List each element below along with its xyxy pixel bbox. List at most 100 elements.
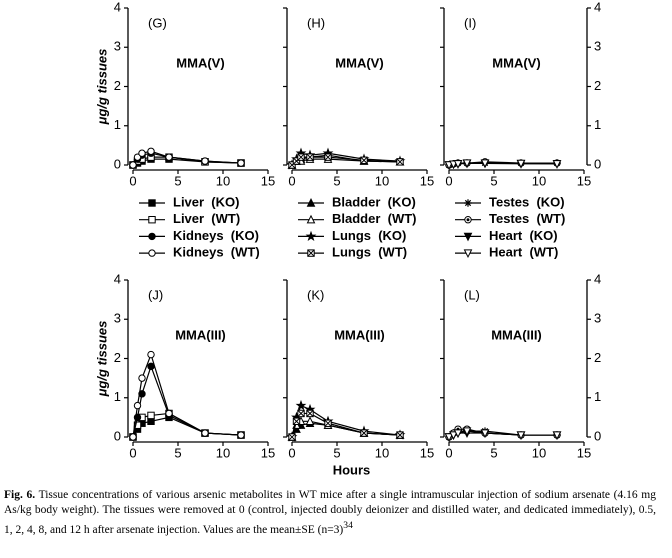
legend-entry: Kidneys (KO) [139,228,259,243]
x-tick-label: 15 [261,445,275,460]
marker [133,153,142,161]
marker-part [307,249,315,257]
marker [306,198,316,207]
y-tick-label: 2 [114,350,121,365]
marker [306,214,316,224]
marker-part [201,429,209,437]
legend-entry: Kidneys (WT) [139,245,260,260]
x-tick-label: 15 [577,445,591,460]
marker [147,147,155,155]
x-tick-label: 10 [532,173,546,188]
y-tick-label: 4 [594,0,601,14]
marker-part [147,411,155,420]
y-tick-label: 1 [114,389,121,404]
y-tick-label: 3 [114,39,121,54]
marker-part [129,161,137,169]
annotation: MMA(III) [334,327,385,342]
y-tick-label: 2 [594,78,601,93]
legend-entry: Bladder (WT) [298,211,417,226]
marker-part [516,431,526,440]
marker [453,429,463,439]
legend-label: Bladder (WT) [332,211,417,226]
marker [148,232,156,241]
x-tick-label: 15 [420,173,434,188]
marker [463,232,473,242]
marker [297,409,305,418]
marker-part [148,199,156,207]
annotation: MMA(V) [176,55,224,70]
marker-part [306,409,314,418]
legend-label: Heart (KO) [489,228,558,243]
marker-part [396,431,404,439]
marker-part [133,401,142,410]
legend-label: Kidneys (KO) [173,228,259,243]
marker [453,160,463,169]
legend-label: Testes (WT) [489,211,565,226]
marker [464,216,472,224]
marker [237,431,245,439]
marker-part [453,429,463,439]
marker [516,159,526,169]
annotation: MMA(III) [175,327,226,342]
marker-part [516,159,526,169]
legend-label: Liver (WT) [173,211,240,226]
y-tick-label: 4 [114,0,121,14]
marker-part [148,216,156,224]
marker [552,431,562,440]
marker-part [148,232,156,241]
y-tick-label: 3 [114,311,121,326]
marker-part [147,350,155,359]
legend-entry: Bladder (KO) [298,194,416,209]
marker [306,153,314,161]
legend-label: Kidneys (WT) [173,245,260,260]
marker [464,199,472,207]
marker-part [292,417,301,425]
y-tick-label: 0 [114,156,121,171]
marker-part [306,198,316,207]
marker [237,159,245,167]
legend-label: Lungs (KO) [332,228,406,243]
y-axis-label: μg/g tissues [94,49,109,126]
marker [138,390,146,398]
marker-part [552,431,562,440]
legend-label: Liver (KO) [173,194,239,209]
annotation: MMA(V) [492,55,540,70]
marker [297,153,305,161]
marker [129,161,137,169]
x-tick-label: 10 [532,445,546,460]
marker-part [466,218,470,222]
legend-entry: Testes (KO) [455,194,565,209]
x-tick-label: 10 [216,445,230,460]
marker [292,417,301,426]
marker-part [360,156,368,164]
marker-part [288,433,296,441]
marker-part [165,409,173,418]
x-tick-label: 5 [333,173,340,188]
marker-part [295,399,307,411]
x-tick-label: 15 [577,173,591,188]
marker-part [297,153,305,161]
x-tick-label: 0 [288,445,295,460]
marker [396,158,404,166]
marker [201,157,209,165]
annotation: MMA(V) [335,55,383,70]
marker-part [464,199,472,207]
marker [201,429,209,437]
marker-part [297,409,305,418]
y-tick-label: 0 [594,428,601,443]
x-tick-label: 10 [375,173,389,188]
marker-part [129,433,137,441]
marker-part [138,374,146,382]
marker-part [480,159,490,168]
y-tick-label: 1 [594,117,601,132]
marker-part [552,160,562,169]
marker-part [453,160,463,169]
marker-part [360,429,368,437]
y-tick-label: 1 [114,117,121,132]
x-tick-label: 10 [216,173,230,188]
legend-entry: Testes (WT) [455,211,565,226]
marker [324,419,332,427]
marker [148,249,156,257]
marker [138,374,146,382]
y-tick-label: 3 [594,39,601,54]
